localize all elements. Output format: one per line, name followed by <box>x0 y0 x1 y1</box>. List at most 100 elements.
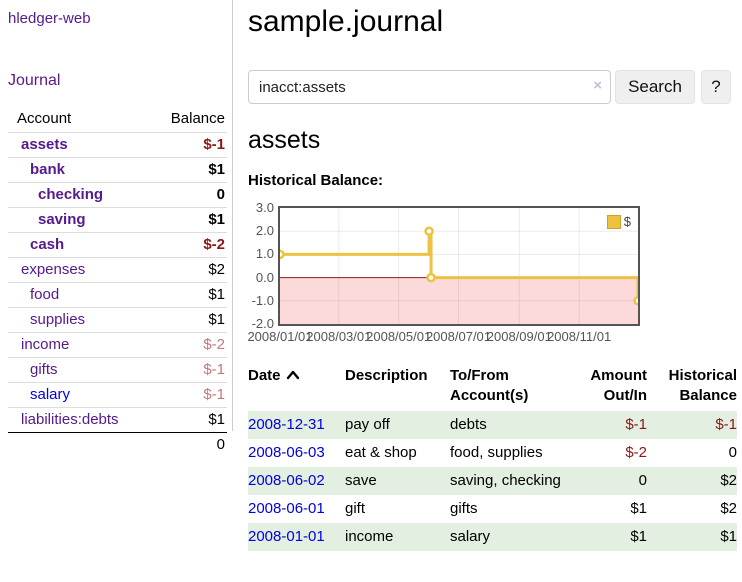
search-form: × Search ? <box>248 70 737 104</box>
y-axis-tick-label: 0.0 <box>255 269 274 285</box>
transaction-balance: 0 <box>728 444 737 461</box>
account-row: assets $-1 <box>8 132 227 157</box>
historical-balance-chart: $ 3.0 2.0 1.0 0.0 -1.0 -2.0 2008/01/01 2008/03/… <box>247 201 737 346</box>
transaction-description: save <box>345 472 377 489</box>
transaction-balance: $1 <box>720 528 737 545</box>
transaction-balance: $-1 <box>715 416 737 433</box>
main-content: sample.journal × Search ? assets Histori… <box>247 0 737 551</box>
transaction-amount: $-1 <box>625 416 647 433</box>
transaction-accounts: debts <box>450 416 487 433</box>
account-row: gifts $-1 <box>8 357 227 382</box>
account-balance: 0 <box>216 186 225 203</box>
accounts-balance-table: Account Balance assets $-1 bank $1 checking 0… <box>8 106 227 457</box>
chart-plot-area: $ <box>278 206 640 326</box>
search-button[interactable]: Search <box>615 70 695 104</box>
account-row: salary $-1 <box>8 382 227 407</box>
account-row: cash $-2 <box>8 232 227 257</box>
account-balance: $-1 <box>203 386 225 403</box>
x-axis-tick-label: 2008/07/01 <box>425 329 492 344</box>
transaction-accounts: gifts <box>450 500 478 517</box>
transaction-row: 2008-06-03 eat & shop food, supplies $-2 0 <box>248 439 737 467</box>
transaction-date-link[interactable]: 2008-06-01 <box>248 500 325 517</box>
transaction-row: 2008-06-02 save saving, checking 0 $2 <box>248 467 737 495</box>
sidebar-account-bank[interactable]: bank <box>30 161 66 178</box>
account-balance: $-1 <box>203 361 225 378</box>
transaction-balance: $2 <box>720 500 737 517</box>
account-row: saving $1 <box>8 207 227 232</box>
y-axis-tick-label: -1.0 <box>251 292 274 308</box>
y-axis-tick-label: 3.0 <box>255 200 274 215</box>
description-column-header: Description <box>345 367 428 384</box>
transaction-row: 2008-12-31 pay off debts $-1 $-1 <box>248 411 737 439</box>
x-axis-tick-label: 2008/01/01 <box>247 329 313 344</box>
x-axis-tick-label: 2008/11/01 <box>547 329 612 344</box>
sidebar-account-income[interactable]: income <box>21 336 70 353</box>
transaction-date-link[interactable]: 2008-06-03 <box>248 444 325 461</box>
y-axis-tick-label: -2.0 <box>251 316 274 331</box>
sidebar-account-supplies[interactable]: supplies <box>30 311 86 328</box>
register-table: Date Description To/From Account(s) Amou… <box>248 364 737 551</box>
transaction-description: gift <box>345 500 366 517</box>
transaction-row: 2008-06-01 gift gifts $1 $2 <box>248 495 737 523</box>
sidebar-account-assets[interactable]: assets <box>21 136 68 153</box>
register-header-row: Date Description To/From Account(s) Amou… <box>248 364 737 411</box>
sidebar-account-gifts[interactable]: gifts <box>30 361 58 378</box>
search-input[interactable] <box>248 70 611 104</box>
account-row: expenses $2 <box>8 257 227 282</box>
x-axis-tick-label: 2008/05/01 <box>366 329 432 344</box>
transaction-amount: 0 <box>638 472 647 489</box>
sidebar-account-checking[interactable]: checking <box>38 186 104 203</box>
account-balance: $-1 <box>203 136 225 153</box>
transaction-amount: $1 <box>630 528 647 545</box>
transaction-description: eat & shop <box>345 444 417 461</box>
sidebar-divider <box>232 0 233 431</box>
sidebar-account-expenses[interactable]: expenses <box>21 261 86 278</box>
sidebar: hledger-web Journal Account Balance asse… <box>8 0 227 457</box>
chart-heading: Historical Balance: <box>248 172 384 189</box>
search-box: × <box>248 70 611 104</box>
account-balance: $2 <box>208 261 225 278</box>
transaction-balance: $2 <box>720 472 737 489</box>
transaction-amount: $1 <box>630 500 647 517</box>
transaction-description: pay off <box>345 416 390 433</box>
account-balance: $1 <box>208 411 225 428</box>
account-balance: $1 <box>208 211 225 228</box>
sort-ascending-icon <box>286 370 299 380</box>
brand-link[interactable]: hledger-web <box>8 10 91 27</box>
account-row: income $-2 <box>8 332 227 357</box>
help-button[interactable]: ? <box>701 70 731 104</box>
sidebar-account-saving[interactable]: saving <box>38 211 86 228</box>
account-row: bank $1 <box>8 157 227 182</box>
account-balance: $-2 <box>203 336 225 353</box>
transaction-date-link[interactable]: 2008-12-31 <box>248 416 325 433</box>
y-axis-tick-label: 1.0 <box>255 246 274 262</box>
date-column-header[interactable]: Date <box>248 364 345 411</box>
clear-search-icon[interactable]: × <box>593 77 602 94</box>
account-balance: $1 <box>208 311 225 328</box>
sidebar-account-cash[interactable]: cash <box>30 236 65 253</box>
transaction-row: 2008-01-01 income salary $1 $1 <box>248 523 737 551</box>
transaction-amount: $-2 <box>625 444 647 461</box>
accounts-table-header: Account Balance <box>8 106 227 132</box>
sidebar-account-food[interactable]: food <box>30 286 60 303</box>
sidebar-item-journal[interactable]: Journal <box>8 72 61 89</box>
account-balance: $1 <box>208 161 225 178</box>
transaction-description: income <box>345 528 394 545</box>
x-axis-tick-label: 2008/03/01 <box>306 329 372 344</box>
transaction-accounts: food, supplies <box>450 444 543 461</box>
account-row: liabilities:debts $1 <box>8 407 227 432</box>
page-title: sample.journal <box>248 5 444 38</box>
transaction-date-link[interactable]: 2008-06-02 <box>248 472 325 489</box>
x-axis-tick-label: 2008/09/01 <box>486 329 552 344</box>
account-row: food $1 <box>8 282 227 307</box>
sidebar-account-salary[interactable]: salary <box>30 386 71 403</box>
balance-column-header: Historical Balance <box>668 367 737 404</box>
account-balance: $-2 <box>203 236 225 253</box>
account-row: checking 0 <box>8 182 227 207</box>
transaction-date-link[interactable]: 2008-01-01 <box>248 528 325 545</box>
account-heading: assets <box>248 126 321 154</box>
sidebar-account-liabilities-debts[interactable]: liabilities:debts <box>21 411 119 428</box>
y-axis-tick-label: 2.0 <box>255 223 274 239</box>
account-column-header: Account <box>17 110 72 127</box>
account-balance: $1 <box>208 286 225 303</box>
